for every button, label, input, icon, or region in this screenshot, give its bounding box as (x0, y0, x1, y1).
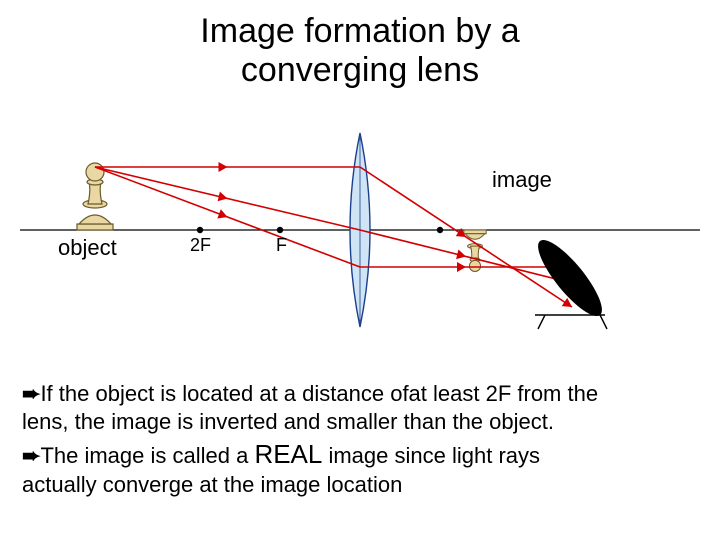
p1-line1: If the object is located at a distance o… (40, 381, 598, 406)
lens-diagram: image object 2F F (0, 115, 720, 335)
slide-title: Image formation by a converging lens (0, 12, 720, 90)
title-line2: converging lens (241, 51, 479, 89)
bullet-arrow-icon: ➨ (22, 381, 40, 406)
title-line1: Image formation by a (200, 12, 519, 50)
label-image: image (492, 167, 552, 193)
p2-line2: actually converge at the image location (22, 472, 402, 497)
body-paragraph-1: ➨If the object is located at a distance … (22, 380, 702, 435)
label-2f: 2F (190, 235, 211, 256)
label-object: object (58, 235, 117, 261)
p2-real: REAL (254, 439, 322, 469)
body-paragraph-2: ➨The image is called a REAL image since … (22, 438, 702, 498)
p2-suffix: image since light rays (322, 443, 540, 468)
p1-line2: lens, the image is inverted and smaller … (22, 409, 554, 434)
diagram-svg (0, 115, 720, 335)
p2-prefix: The image is called a (40, 443, 254, 468)
bullet-arrow-icon: ➨ (22, 443, 40, 468)
label-f: F (276, 235, 287, 256)
slide: Image formation by a converging lens ima… (0, 0, 720, 540)
